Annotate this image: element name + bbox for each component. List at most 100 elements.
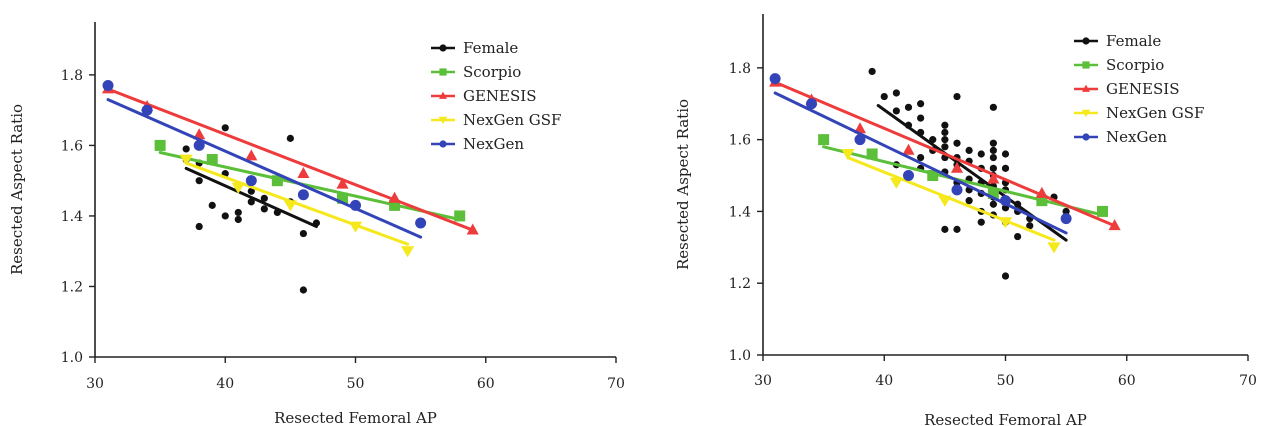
left-nexgen-point xyxy=(193,139,205,151)
left-female-point xyxy=(273,208,281,217)
legend-label: NexGen GSF xyxy=(1106,104,1204,122)
left-legend-item-scorpio: Scorpio xyxy=(431,63,521,81)
right-x-axis-title: Resected Femoral AP xyxy=(924,411,1087,426)
left-x-tick-label: 30 xyxy=(86,376,104,392)
left-series-nexgen-gsf xyxy=(179,154,415,258)
left-scorpio-point xyxy=(271,175,283,187)
right-female-point xyxy=(989,153,997,162)
left-female-point xyxy=(247,198,255,206)
left-y-tick-label: 1.0 xyxy=(61,350,83,366)
left-series-scorpio xyxy=(154,139,466,222)
right-female-point xyxy=(989,164,997,172)
left-x-tick-label: 70 xyxy=(607,376,625,392)
legend-label: NexGen GSF xyxy=(463,111,561,129)
left-nexgen-gsf-point xyxy=(231,182,245,194)
left-female-point xyxy=(299,286,307,294)
left-series-nexgen xyxy=(102,79,427,239)
left-legend-item-nexgen: NexGen xyxy=(431,135,524,153)
right-female-point xyxy=(977,150,985,158)
right-legend-item-nexgen-gsf: NexGen GSF xyxy=(1074,104,1204,122)
left-female-point xyxy=(195,177,203,185)
right-series-nexgen xyxy=(769,73,1072,235)
right-female-point xyxy=(977,218,985,226)
right-scorpio-point xyxy=(866,148,878,160)
legend-label: NexGen xyxy=(463,135,524,153)
legend-marker-swatch xyxy=(1082,37,1090,45)
legend-label: Female xyxy=(463,39,518,57)
left-legend-item-female: Female xyxy=(431,39,518,57)
legend-marker-swatch xyxy=(1081,109,1091,117)
left-genesis-point xyxy=(388,191,401,203)
right-nexgen-point xyxy=(1000,195,1011,207)
right-nexgen-gsf-point xyxy=(998,217,1013,229)
right-nexgen-point xyxy=(951,184,963,196)
right-genesis-point xyxy=(950,161,964,173)
left-nexgen-fit-line xyxy=(106,98,423,239)
chart-right-svg: 1.0 1.2 1.4 1.6 1.8 30 40 50 60 70 Resected Femora… xyxy=(674,14,1257,426)
left-female-point xyxy=(221,124,229,132)
chart-panel-left: 1.0 1.2 1.4 1.6 1.8 30 40 50 60 70 Resected Femora… xyxy=(8,22,625,426)
legend-label: Scorpio xyxy=(463,63,521,81)
left-female-point xyxy=(208,201,216,209)
left-legend-item-nexgen-gsf: NexGen GSF xyxy=(431,111,561,129)
left-genesis-point xyxy=(297,167,310,179)
right-female-point xyxy=(989,200,997,208)
right-female-point xyxy=(965,146,973,154)
left-y-tick-label: 1.6 xyxy=(61,138,83,154)
left-genesis-point xyxy=(245,149,258,161)
left-genesis-point xyxy=(466,223,479,235)
right-nexgen-point xyxy=(769,73,781,85)
left-y-tick-label: 1.2 xyxy=(61,279,83,295)
left-female-point xyxy=(221,212,229,220)
left-x-tick-label: 50 xyxy=(347,376,365,392)
left-genesis-fit-line xyxy=(106,87,475,232)
legend-marker-swatch xyxy=(1082,61,1090,69)
chart-panel-right: 1.0 1.2 1.4 1.6 1.8 30 40 50 60 70 Resected Femora… xyxy=(632,0,1264,426)
left-nexgen-point xyxy=(415,217,427,229)
right-female-point xyxy=(1001,272,1010,280)
left-female-point xyxy=(195,222,203,231)
left-female-point xyxy=(234,208,242,217)
right-female-point xyxy=(917,128,925,137)
right-female-point xyxy=(953,139,961,147)
left-genesis-point xyxy=(193,128,206,140)
left-scorpio-point xyxy=(454,210,466,222)
right-female-point xyxy=(917,100,925,108)
right-x-tick-label: 30 xyxy=(754,373,772,389)
right-female-point xyxy=(892,89,900,97)
left-scorpio-point xyxy=(154,139,166,151)
left-nexgen-point xyxy=(297,189,309,201)
left-female-point xyxy=(234,215,242,224)
right-nexgen-gsf-point xyxy=(938,195,952,207)
right-scorpio-point xyxy=(818,134,830,146)
left-nexgen-point xyxy=(245,175,257,187)
right-nexgen-gsf-fit-line xyxy=(846,156,1056,242)
left-female-point xyxy=(260,194,268,202)
legend-label: Scorpio xyxy=(1106,56,1164,74)
right-nexgen-gsf-point xyxy=(841,149,855,161)
left-x-tick-label: 60 xyxy=(477,376,495,392)
right-x-tick-label: 50 xyxy=(997,373,1015,389)
right-female-point xyxy=(1026,222,1034,230)
left-female-fit-line xyxy=(184,166,318,229)
left-nexgen-gsf-point xyxy=(401,246,415,258)
right-female-point xyxy=(953,225,961,233)
left-scorpio-point xyxy=(389,199,401,211)
right-female-point xyxy=(1062,207,1070,216)
right-legend-item-nexgen: NexGen xyxy=(1074,128,1167,146)
right-nexgen-point xyxy=(806,98,817,110)
left-x-axis-title: Resected Femoral AP xyxy=(274,409,437,426)
right-female-point xyxy=(941,121,949,129)
right-scorpio-point xyxy=(1036,195,1048,207)
left-legend-item-genesis: GENESIS xyxy=(431,87,536,105)
legend-marker-swatch xyxy=(438,116,448,124)
right-female-point xyxy=(904,103,913,111)
left-nexgen-gsf-point xyxy=(348,221,363,233)
left-series-genesis xyxy=(101,82,479,235)
left-female-point xyxy=(260,205,268,213)
right-y-axis-title: Resected Aspect Ratio xyxy=(674,99,692,270)
right-genesis-point xyxy=(853,122,867,134)
right-scorpio-point xyxy=(987,187,999,199)
right-female-point xyxy=(989,103,997,111)
